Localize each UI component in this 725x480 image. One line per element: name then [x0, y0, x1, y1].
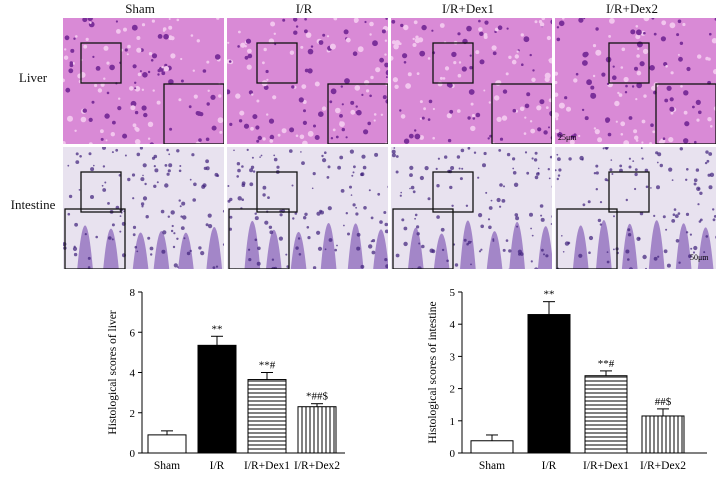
liver-micrograph-dex2 [554, 17, 717, 145]
chart1-y-tick-label: 6 [130, 327, 136, 339]
chart2-y-tick-label: 5 [450, 287, 456, 299]
scale-bar-intestine-label: 50μm [690, 253, 709, 262]
chart2-bar-0 [470, 440, 514, 454]
liver-micrograph-sham [62, 17, 225, 145]
liver-micrograph-dex1 [390, 17, 553, 145]
bar-charts: 0 2 4 6 8 Histological scores of liver Sham ** I… [107, 287, 707, 472]
chart2-annotation-1: ** [544, 289, 555, 301]
chart1-annotation-2: **# [259, 360, 276, 372]
chart2-category-label-2: I/R+Dex1 [583, 460, 629, 472]
column-label-ir: I/R [295, 1, 313, 16]
chart1-bar-2 [247, 379, 287, 454]
intestine-micrograph-sham [62, 146, 225, 270]
chart1-y-tick-label: 4 [130, 368, 136, 380]
chart2-annotation-3: ##$ [655, 396, 672, 408]
chart2-y-tick-label: 0 [450, 448, 456, 460]
chart1-annotation-3: *##$ [306, 391, 329, 403]
column-label-dex2: I/R+Dex2 [605, 1, 659, 16]
intestine-micrograph-ir [226, 146, 389, 270]
chart1-category-label-0: Sham [154, 460, 180, 472]
chart2-y-tick-label: 2 [450, 384, 456, 396]
liver-micrograph-ir [226, 17, 389, 145]
chart2-category-label-3: I/R+Dex2 [640, 460, 686, 472]
chart1-bar-3 [297, 406, 337, 454]
chart1-y-tick-label: 2 [130, 408, 136, 420]
intestine-micrograph-dex2 [554, 146, 717, 270]
chart1-y-tick-label: 8 [130, 287, 136, 299]
chart2-bar-3 [641, 415, 685, 454]
chart1-category-label-1: I/R [210, 460, 225, 472]
chart1-bar-1 [197, 344, 237, 454]
chart2-category-label-0: Sham [479, 460, 505, 472]
chart2-annotation-2: **# [598, 358, 615, 370]
chart2-y-tick-label: 3 [450, 351, 456, 363]
chart2-y-axis-title: Histological scores of intestine [427, 301, 439, 443]
row-label-intestine: Intestine [10, 197, 56, 212]
chart1-y-axis-title: Histological scores of liver [107, 310, 119, 434]
column-label-sham: Sham [125, 1, 155, 16]
chart2-y-tick-label: 1 [450, 416, 456, 428]
chart1-y-tick-label: 0 [130, 448, 136, 460]
row-label-liver: Liver [18, 70, 48, 85]
chart1-category-label-2: I/R+Dex1 [244, 460, 290, 472]
chart2-category-label-1: I/R [542, 460, 557, 472]
chart2-y-tick-label: 4 [450, 319, 456, 331]
intestine-micrograph-dex1 [390, 146, 553, 270]
chart2-bar-2 [584, 375, 628, 454]
chart2-bar-1 [527, 314, 571, 454]
column-label-dex1: I/R+Dex1 [441, 1, 495, 16]
chart1-annotation-1: ** [212, 323, 223, 335]
chart1-bar-0 [147, 434, 187, 454]
chart1-category-label-3: I/R+Dex2 [294, 460, 340, 472]
scale-bar-liver-label: 25μm [558, 133, 577, 142]
